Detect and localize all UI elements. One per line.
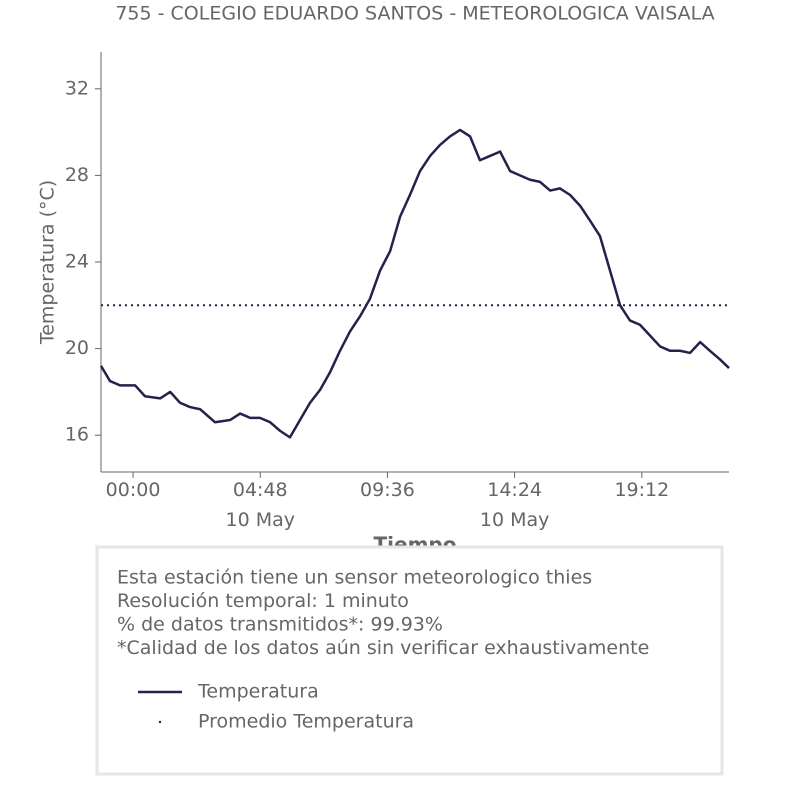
legend-label: Promedio Temperatura: [198, 711, 414, 733]
note: Esta estación tiene un sensor meteorolog…: [117, 567, 592, 589]
legend-dot: [158, 720, 162, 724]
info-box: [95, 545, 724, 776]
legend-label: Temperatura: [197, 681, 319, 703]
y-axis-label: Temperatura (°C): [37, 180, 59, 345]
chart-title: 755 - COLEGIO EDUARDO SANTOS - METEOROLO…: [115, 3, 714, 25]
data-line: [99, 128, 730, 439]
note: % de datos transmitidos*: 99.93%: [117, 614, 443, 636]
y-tick-label: 20: [65, 337, 89, 359]
x-tick-label: 04:48 10 May: [226, 479, 296, 531]
y-tick-label: 32: [65, 77, 89, 99]
note: *Calidad de los datos aún sin verificar …: [117, 637, 649, 659]
x-tick-label: 09:36: [360, 479, 415, 501]
y-tick-label: 24: [65, 251, 89, 273]
x-tick-label: 00:00: [106, 479, 161, 501]
y-tick-label: 28: [65, 164, 89, 186]
x-tick-label: 14:24 10 May: [480, 479, 550, 531]
y-tick-label: 16: [65, 424, 89, 446]
x-tick-label: 19:12: [614, 479, 669, 501]
note: Resolución temporal: 1 minuto: [117, 590, 409, 612]
